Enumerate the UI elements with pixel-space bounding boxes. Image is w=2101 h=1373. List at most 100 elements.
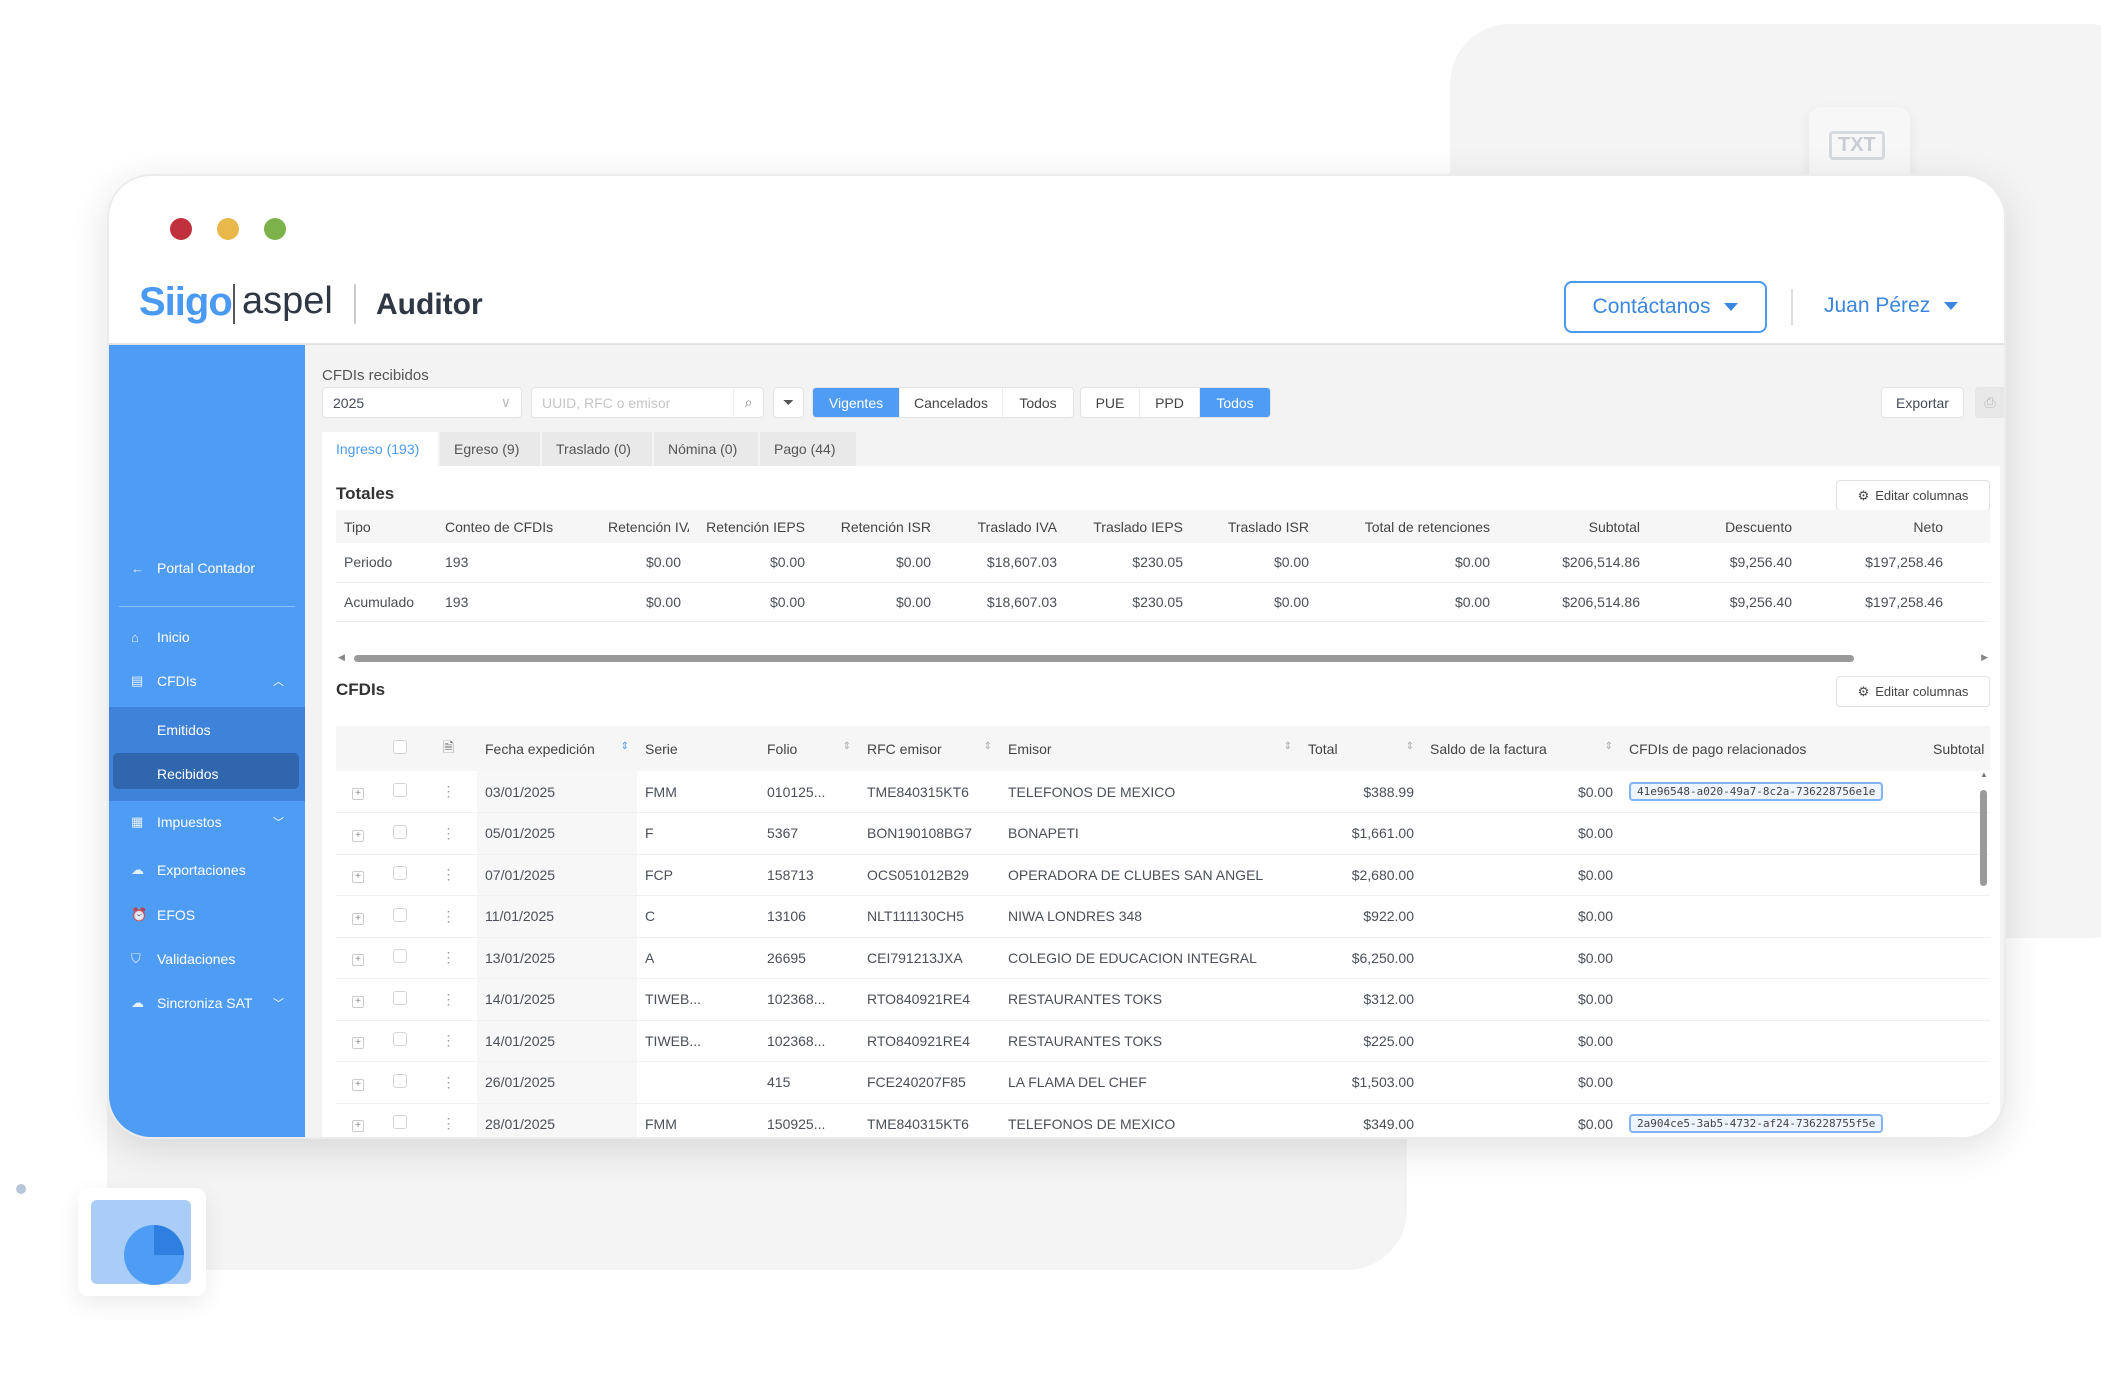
table-row[interactable]: + ⋮ 05/01/2025 F 5367 BON190108BG7 BONAPETI $1,… — [336, 812, 1990, 855]
tab-ingreso[interactable]: Ingreso (193) — [322, 432, 438, 466]
scrollbar-thumb[interactable] — [354, 655, 1854, 662]
column-header[interactable]: RFC emisor ⇕ — [859, 726, 1000, 771]
column-header-label: Folio — [767, 740, 798, 757]
column-header[interactable]: Total ⇕ — [1300, 726, 1422, 771]
minimize-window-button[interactable] — [217, 218, 239, 240]
row-menu-icon[interactable]: ⋮ — [420, 854, 477, 896]
edit-columns-button[interactable]: ⚙ Editar columnas — [1836, 676, 1990, 707]
table-row[interactable]: + ⋮ 14/01/2025 TIWEB... 102368... RTO840921RE… — [336, 978, 1990, 1021]
year-select[interactable]: 2025 ∨ — [322, 387, 522, 418]
row-checkbox[interactable] — [380, 1103, 420, 1137]
filter-button[interactable]: ⏷ — [773, 387, 804, 418]
row-menu-icon[interactable]: ⋮ — [420, 771, 477, 813]
aspel-logo: aspel — [242, 280, 333, 322]
row-menu-icon[interactable]: ⋮ — [420, 895, 477, 938]
table-row[interactable]: + ⋮ 11/01/2025 C 13106 NLT111130CH5 NIWA LONDR… — [336, 895, 1990, 938]
tab-pago[interactable]: Pago (44) — [760, 432, 856, 466]
row-checkbox[interactable] — [380, 895, 420, 938]
tab-nomina[interactable]: Nómina (0) — [654, 432, 758, 466]
row-checkbox[interactable] — [380, 1061, 420, 1104]
sort-icon[interactable]: ⇕ — [983, 740, 992, 752]
document-view-icon: 🗎 — [420, 726, 477, 771]
row-checkbox[interactable] — [380, 978, 420, 1021]
sidebar-item-label: Impuestos — [157, 814, 222, 830]
plus-icon: + — [352, 995, 364, 1008]
table-row[interactable]: + ⋮ 28/01/2025 FMM 150925... TME840315KT6 TELE… — [336, 1103, 1990, 1137]
caret-down-icon — [1724, 303, 1739, 311]
search-icon[interactable]: ⌕ — [733, 388, 763, 417]
scrollbar-thumb[interactable] — [1980, 790, 1987, 886]
method-ppd[interactable]: PPD — [1140, 388, 1200, 417]
cfdis-table: 🗎 Fecha expedición ⇕ Serie Folio ⇕ RFC emisor ⇕… — [336, 726, 1990, 1137]
contact-button[interactable]: Contáctanos — [1564, 281, 1767, 333]
expand-row-button[interactable]: + — [336, 771, 380, 813]
row-menu-icon[interactable]: ⋮ — [420, 937, 477, 979]
maximize-window-button[interactable] — [264, 218, 286, 240]
expand-row-button[interactable]: + — [336, 812, 380, 855]
export-button[interactable]: Exportar — [1881, 387, 1964, 418]
expand-row-button[interactable]: + — [336, 854, 380, 896]
row-checkbox[interactable] — [380, 1020, 420, 1062]
sort-icon[interactable]: ⇕ — [620, 740, 629, 752]
cfdi-type-tabs: Ingreso (193) Egreso (9) Traslado (0) Nó… — [322, 432, 856, 466]
sort-icon[interactable]: ⇕ — [1405, 740, 1414, 752]
expand-row-button[interactable]: + — [336, 895, 380, 938]
printer-icon: ⎙ — [1984, 394, 1996, 410]
plus-icon: + — [352, 1120, 364, 1133]
tab-traslado[interactable]: Traslado (0) — [542, 432, 652, 466]
table-row[interactable]: + ⋮ 14/01/2025 TIWEB... 102368... RTO840921RE… — [336, 1020, 1990, 1062]
column-header[interactable]: Saldo de la factura ⇕ — [1422, 726, 1621, 771]
sort-icon[interactable]: ⇕ — [1283, 740, 1292, 752]
row-checkbox[interactable] — [380, 937, 420, 979]
table-cell: CEI791213JXA — [859, 937, 1000, 979]
expand-row-button[interactable]: + — [336, 1061, 380, 1104]
scroll-up-icon[interactable]: ▲ — [1980, 770, 1988, 779]
table-row[interactable]: + ⋮ 13/01/2025 A 26695 CEI791213JXA COLEGIO DE… — [336, 937, 1990, 979]
row-menu-icon[interactable]: ⋮ — [420, 1061, 477, 1104]
scroll-left-icon[interactable]: ◀ — [338, 652, 345, 662]
sort-icon[interactable]: ⇕ — [1604, 740, 1613, 752]
column-header[interactable]: Emisor ⇕ — [1000, 726, 1300, 771]
table-cell: FMM — [637, 771, 759, 813]
row-menu-icon[interactable]: ⋮ — [420, 812, 477, 855]
close-window-button[interactable] — [170, 218, 192, 240]
expand-row-button[interactable]: + — [336, 978, 380, 1021]
table-cell: RTO840921RE4 — [859, 1020, 1000, 1062]
table-cell: NIWA LONDRES 348 — [1000, 895, 1300, 938]
method-pue[interactable]: PUE — [1081, 388, 1140, 417]
user-menu[interactable]: Juan Pérez — [1824, 294, 1959, 318]
tab-egreso[interactable]: Egreso (9) — [440, 432, 540, 466]
print-button[interactable]: ⎙ — [1975, 387, 2004, 418]
row-checkbox[interactable] — [380, 854, 420, 896]
expand-row-button[interactable]: + — [336, 1020, 380, 1062]
related-payment-uuid[interactable]: 41e96548-a020-49a7-8c2a-736228756e1e — [1629, 782, 1884, 801]
table-cell: $1,503.00 — [1300, 1061, 1422, 1104]
sort-icon[interactable]: ⇕ — [842, 740, 851, 752]
method-todos[interactable]: Todos — [1200, 388, 1270, 417]
row-menu-icon[interactable]: ⋮ — [420, 978, 477, 1021]
expand-row-button[interactable]: + — [336, 937, 380, 979]
table-row[interactable]: + ⋮ 07/01/2025 FCP 158713 OCS051012B29 OPERADO… — [336, 854, 1990, 896]
edit-columns-button[interactable]: ⚙ Editar columnas — [1836, 480, 1990, 511]
status-todos[interactable]: Todos — [1019, 394, 1057, 411]
column-header[interactable]: Fecha expedición ⇕ — [477, 726, 637, 771]
row-menu-icon[interactable]: ⋮ — [420, 1020, 477, 1062]
row-checkbox[interactable] — [380, 812, 420, 855]
table-cell: LA FLAMA DEL CHEF — [1000, 1061, 1300, 1104]
vertical-scrollbar[interactable]: ▲ — [1980, 770, 1988, 1137]
row-checkbox[interactable] — [380, 771, 420, 813]
scroll-right-icon[interactable]: ▶ — [1981, 652, 1988, 662]
status-cancelados[interactable]: Cancelados — [900, 388, 1003, 417]
select-all-checkbox[interactable] — [380, 726, 420, 771]
related-payment-uuid[interactable]: 2a904ce5-3ab5-4732-af24-736228755f5e — [1629, 1114, 1884, 1134]
table-row[interactable]: + ⋮ 26/01/2025 415 FCE240207F85 LA FLAMA DEL … — [336, 1061, 1990, 1104]
table-cell: $0.00 — [1422, 771, 1621, 813]
table-row[interactable]: + ⋮ 03/01/2025 FMM 010125... TME840315KT6 TELE… — [336, 771, 1990, 813]
table-cell: $0.00 — [1422, 1020, 1621, 1062]
status-vigentes[interactable]: Vigentes — [813, 388, 900, 417]
horizontal-scrollbar[interactable]: ◀ ▶ — [336, 652, 1990, 664]
expand-row-button[interactable]: + — [336, 1103, 380, 1137]
search-input[interactable]: UUID, RFC o emisor ⌕ — [531, 387, 764, 418]
row-menu-icon[interactable]: ⋮ — [420, 1103, 477, 1137]
column-header[interactable]: Folio ⇕ — [759, 726, 859, 771]
